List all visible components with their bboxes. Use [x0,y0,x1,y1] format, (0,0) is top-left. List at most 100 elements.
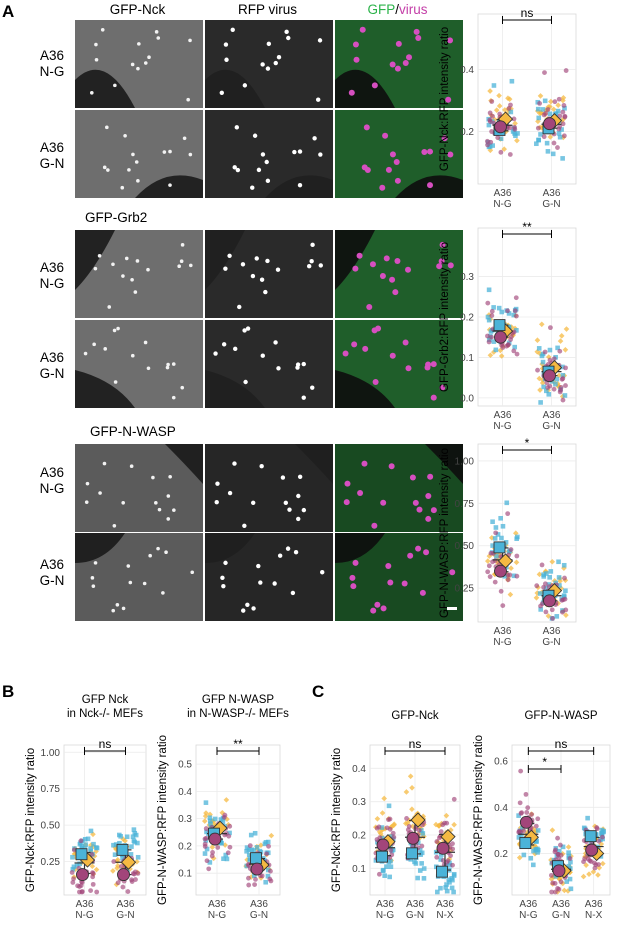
data-point [218,817,224,822]
data-point [542,70,547,76]
data-point [514,351,520,357]
data-point [416,827,422,833]
data-point [562,594,567,600]
data-point [518,810,524,816]
x-tick-label: A36 [436,899,454,910]
data-point [268,868,273,874]
data-point [492,536,498,541]
x-tick-label: G-N [250,910,268,921]
data-point [88,828,94,834]
y-axis-label: GFP-Nck:RFP intensity ratio [331,748,343,892]
data-point [524,810,530,815]
data-point [268,878,274,884]
data-point [514,137,520,144]
data-point [498,515,503,521]
data-point [85,836,91,842]
data-point [421,876,427,881]
data-point [563,326,570,332]
x-tick-label: N-X [585,910,603,921]
data-point [491,339,497,344]
data-point [549,607,555,613]
data-point [509,78,515,84]
data-point [557,348,563,354]
data-point [210,849,215,855]
significance-label: ns [555,737,568,751]
data-point [226,833,232,839]
data-point [203,826,209,831]
chart-C2: 0.20.40.6A36N-GA36G-NA36N-XGFP-N-WASP:RF… [473,710,611,921]
data-point [501,146,508,152]
micrograph-gfp-3 [75,320,203,408]
x-tick-label: N-G [376,910,395,921]
data-point [486,317,492,323]
data-point [549,827,556,833]
y-axis-label: GFP-N-WASP:RFP intensity ratio [439,448,451,618]
data-point [557,338,564,344]
data-point [208,821,213,827]
data-point [537,100,543,106]
data-point [600,834,605,840]
data-point [246,882,252,888]
data-point [490,543,495,548]
data-point [518,829,524,835]
data-point [541,134,547,140]
data-point [561,103,567,108]
data-point [560,364,565,370]
data-point [130,871,136,876]
data-point [112,852,118,857]
data-point [567,856,573,861]
data-point [71,847,77,853]
data-point [133,832,139,838]
merge-gfp-label: GFP [367,2,396,17]
y-tick-label: 0.75 [455,499,475,510]
data-point [535,367,540,373]
x-tick-label: N-G [493,637,512,648]
y-axis-label: GFP-Nck:RFP intensity ratio [439,27,451,171]
data-point [227,823,233,829]
panel-letter-c: C [312,682,325,701]
data-point [433,821,439,828]
data-point [550,616,555,621]
data-point [391,821,398,827]
y-tick-label: 0.2 [178,841,192,852]
data-point [547,357,553,363]
data-point [519,833,524,838]
data-point [561,133,567,139]
scale-bar [447,607,457,610]
data-point [499,309,505,315]
data-point [538,109,544,116]
significance-label: ** [233,737,243,751]
data-point [409,784,415,791]
data-point [556,848,562,854]
data-point [247,857,253,863]
data-point [71,864,77,870]
x-tick-label: A36 [494,626,512,637]
replicate-mean-cyan [519,837,532,850]
data-point [388,864,394,870]
data-point [512,308,518,314]
data-point [389,852,395,858]
data-point [74,863,80,868]
data-point [388,847,394,853]
micrograph-merge-2 [335,230,463,318]
data-point [221,856,226,862]
row-label-gn: A36 G-N [39,350,65,381]
data-point [447,880,452,885]
data-point [248,832,254,838]
data-point [539,562,545,568]
data-point [542,349,548,355]
x-tick-label: G-N [406,910,424,921]
data-point [539,380,546,386]
row-label-ng: A36 N-G [39,465,65,496]
data-point [115,880,121,886]
data-point [443,885,448,890]
data-point [124,834,130,840]
data-point [77,861,82,867]
data-point [558,384,564,390]
data-point [78,838,84,844]
data-point [224,856,230,862]
data-point [559,376,565,382]
replicate-mean-purple [543,117,556,131]
data-point [204,846,210,852]
data-point [419,843,425,849]
